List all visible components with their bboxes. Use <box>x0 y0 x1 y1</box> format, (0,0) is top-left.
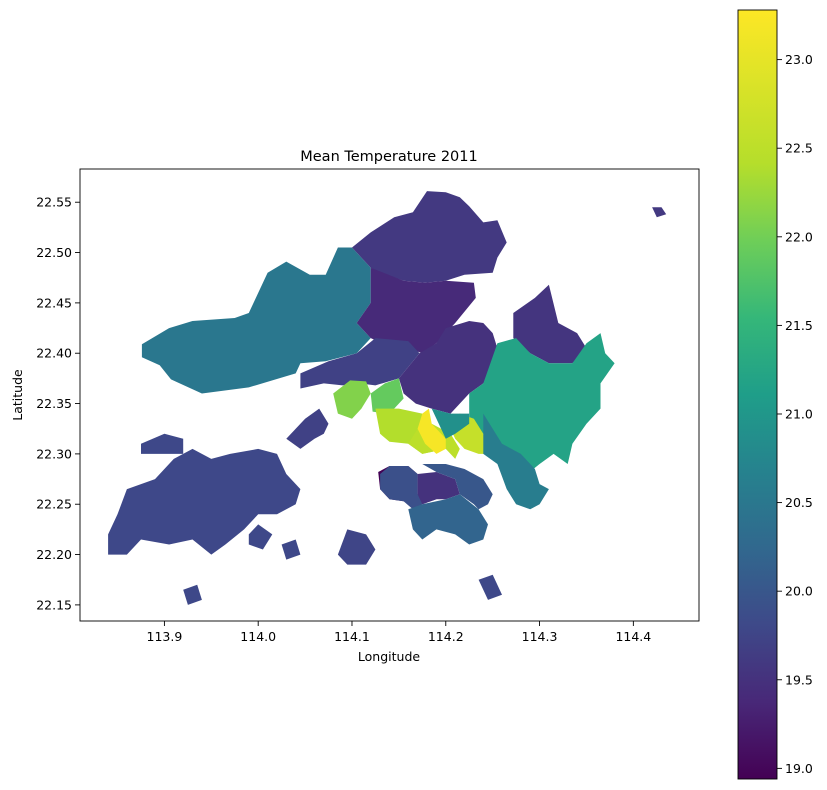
x-tick-label: 113.9 <box>147 629 183 644</box>
map-region-29 <box>652 207 667 218</box>
colorbar <box>737 9 778 780</box>
map-region-20 <box>417 472 460 505</box>
map-region-4 <box>300 338 420 389</box>
map-region-8 <box>333 380 371 419</box>
y-tick-label: 22.50 <box>36 245 72 260</box>
chart-title: Mean Temperature 2011 <box>300 149 477 165</box>
x-tick-label: 114.0 <box>240 629 276 644</box>
map-region-24 <box>248 524 273 550</box>
colorbar-tick-label: 22.0 <box>785 229 813 244</box>
y-tick-label: 22.55 <box>36 195 72 210</box>
y-tick-label: 22.40 <box>36 346 72 361</box>
x-tick-label: 114.1 <box>334 629 370 644</box>
x-tick-label: 114.2 <box>428 629 464 644</box>
plot-frame <box>79 168 700 622</box>
map-region-21 <box>422 464 493 510</box>
map-region-17 <box>286 408 329 449</box>
x-tick-label: 114.3 <box>522 629 558 644</box>
map-region-25 <box>281 539 301 560</box>
map-region-15 <box>108 448 301 555</box>
colorbar-tick-label: 23.0 <box>785 52 813 67</box>
map-region-5 <box>398 321 498 414</box>
y-tick-label: 22.30 <box>36 446 72 461</box>
map-region-1 <box>141 247 371 394</box>
colorbar-tick-label: 20.0 <box>785 584 813 599</box>
map-region-14 <box>431 408 470 439</box>
map-region-2 <box>352 191 507 283</box>
colorbar-tick-label: 19.5 <box>785 672 813 687</box>
map-region-7 <box>469 333 615 480</box>
map-region-22 <box>408 494 488 545</box>
y-tick-label: 22.35 <box>36 396 72 411</box>
y-axis: 22.15 22.20 22.25 22.30 22.35 22.40 22.45 22.50… <box>36 195 80 612</box>
colorbar-tick-label: 21.0 <box>785 406 813 421</box>
x-axis-label: Longitude <box>358 649 420 664</box>
map-regions <box>108 191 667 605</box>
map-region-12 <box>417 408 446 454</box>
y-tick-label: 22.25 <box>36 497 72 512</box>
x-axis: 113.9 114.0 114.1 114.2 114.3 114.4 <box>147 621 651 644</box>
map-region-9 <box>370 378 404 414</box>
map-region-28 <box>483 413 549 510</box>
x-tick-label: 114.4 <box>615 629 651 644</box>
colorbar-tick-label: 19.0 <box>785 761 813 776</box>
map-region-27 <box>478 574 502 600</box>
y-tick-label: 22.45 <box>36 295 72 310</box>
colorbar-tick-label: 20.5 <box>785 495 813 510</box>
y-tick-label: 22.15 <box>36 597 72 612</box>
y-tick-label: 22.20 <box>36 547 72 562</box>
map-region-16 <box>141 433 184 454</box>
y-axis-label: Latitude <box>10 369 25 421</box>
colorbar-tick-label: 21.5 <box>785 318 813 333</box>
map-region-26 <box>183 584 202 605</box>
map-region-23 <box>337 529 376 565</box>
colorbar-tick-label: 22.5 <box>785 141 813 156</box>
map-region-6 <box>513 284 587 364</box>
colorbar-axis: 19.0 19.5 20.0 20.5 21.0 21.5 22.0 22.5 23.0 <box>777 52 813 776</box>
